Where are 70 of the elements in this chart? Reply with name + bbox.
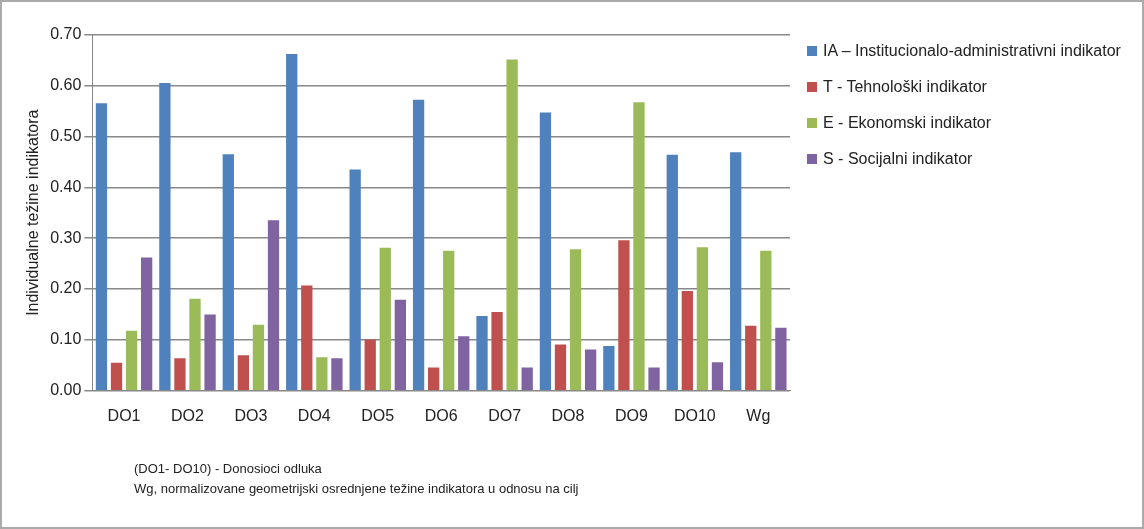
bar — [539, 112, 552, 391]
bar — [711, 362, 724, 391]
y-tick-label: 0.30 — [50, 228, 82, 246]
y-tick-label: 0.40 — [50, 177, 82, 195]
bar — [252, 324, 265, 391]
bar — [379, 247, 391, 391]
y-tick-label: 0.20 — [50, 279, 82, 297]
bar — [364, 339, 376, 391]
x-tick-label: DO10 — [673, 406, 716, 424]
bar — [427, 367, 440, 391]
bar — [174, 358, 186, 391]
legend-label: IA – Institucionalo-administrativni indikator — [823, 41, 1121, 61]
bar — [159, 82, 171, 391]
bar — [95, 103, 108, 391]
bar — [506, 59, 518, 391]
bar — [222, 154, 234, 391]
bar — [412, 99, 425, 391]
bar — [141, 257, 153, 391]
x-tick-label: DO2 — [171, 406, 205, 424]
bar — [349, 169, 361, 391]
bar — [301, 285, 313, 391]
bar — [316, 357, 328, 391]
bar — [267, 220, 280, 391]
x-tick-label: DO6 — [424, 406, 458, 424]
bar — [458, 336, 470, 391]
legend-label: S - Socijalni indikator — [823, 149, 973, 169]
bar — [521, 367, 533, 391]
bar — [603, 346, 615, 391]
y-axis-title: Individualne težine indikatora — [24, 109, 42, 316]
y-tick-label: 0.60 — [50, 75, 82, 93]
y-tick-label: 0.00 — [50, 381, 82, 399]
y-tick-label: 0.10 — [50, 330, 82, 348]
bar — [476, 316, 488, 391]
bar — [110, 362, 123, 391]
bar — [443, 250, 455, 391]
bar — [696, 247, 709, 391]
bar — [633, 102, 645, 391]
bar — [491, 311, 503, 391]
text: (DO1- DO10) - Donosioci odluka — [134, 460, 323, 478]
bar — [666, 154, 678, 391]
bar — [569, 249, 582, 391]
bar — [237, 355, 250, 391]
x-tick-label: DO8 — [551, 406, 585, 424]
bar — [760, 250, 772, 391]
y-tick-label: 0.50 — [50, 126, 82, 144]
bar — [584, 349, 597, 391]
x-tick-label: DO3 — [234, 406, 268, 424]
bar — [745, 325, 757, 391]
bar — [618, 240, 630, 391]
bar — [730, 152, 742, 391]
x-tick-label: DO5 — [361, 406, 395, 424]
bar — [775, 327, 787, 391]
bar — [204, 314, 216, 391]
bar — [648, 367, 660, 391]
bar — [286, 53, 298, 391]
bar — [394, 299, 406, 391]
bar — [681, 291, 693, 391]
text: Wg, normalizovane geometrijski osrednjene težine indikatora u odnosu na cilj — [134, 480, 579, 498]
x-tick-label: DO1 — [107, 406, 141, 424]
bar — [554, 344, 567, 391]
bar — [331, 358, 343, 391]
legend-label: T - Tehnološki indikator — [823, 77, 987, 97]
bar — [125, 330, 138, 391]
x-tick-label: DO4 — [297, 406, 331, 424]
legend-label: E - Ekonomski indikator — [823, 113, 992, 133]
x-tick-label: DO9 — [614, 406, 648, 424]
bar — [189, 298, 201, 391]
y-tick-label: 0.70 — [50, 25, 82, 43]
x-tick-label: DO7 — [488, 406, 522, 424]
x-tick-label: Wg — [746, 406, 771, 424]
